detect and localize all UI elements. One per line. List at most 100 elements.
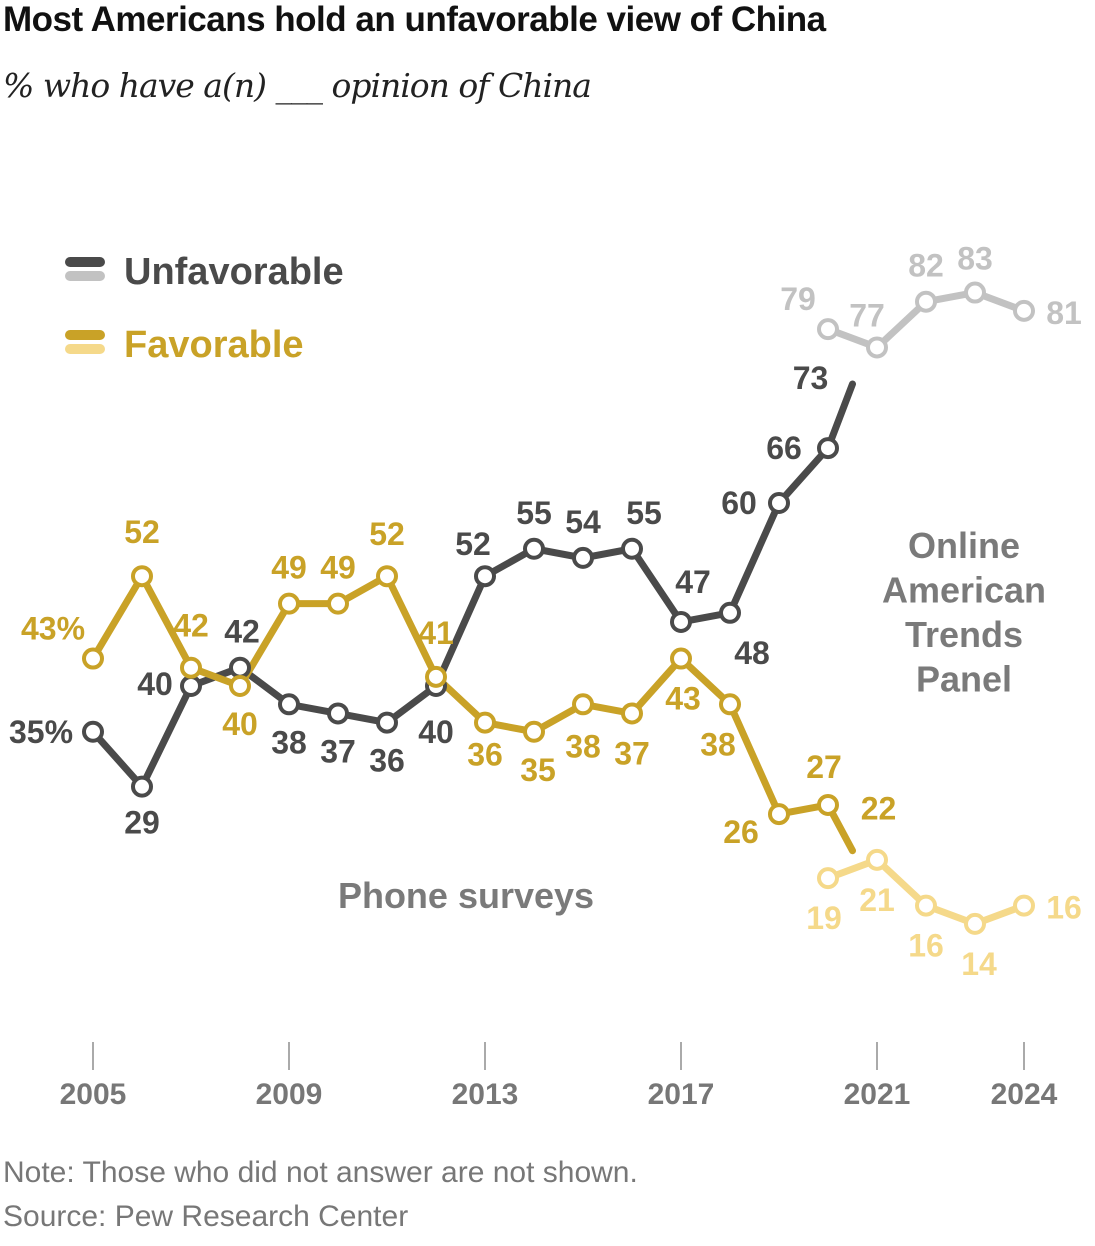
favorable-phone-point xyxy=(180,656,202,679)
x-tick-label: 2021 xyxy=(844,1078,911,1111)
chart-note: Note: Those who did not answer are not s… xyxy=(3,1156,638,1189)
unfavorable-phone-data-label: 47 xyxy=(675,564,711,600)
favorable-online-data-label: 16 xyxy=(908,928,944,964)
favorable-phone-data-label: 38 xyxy=(700,726,736,762)
favorable-phone-point xyxy=(376,565,398,588)
online-panel-annotation: American xyxy=(882,570,1046,611)
favorable-phone-data-label: 22 xyxy=(861,791,897,827)
favorable-phone-point xyxy=(229,675,251,697)
unfavorable-phone-point xyxy=(327,702,349,725)
unfavorable-phone-point xyxy=(180,675,202,697)
unfavorable-online-data-label: 79 xyxy=(780,281,816,317)
unfavorable-phone-point xyxy=(474,565,496,588)
favorable-online-point xyxy=(866,848,888,871)
favorable-online-point xyxy=(1013,894,1035,917)
favorable-phone-point xyxy=(572,693,594,716)
unfavorable-online-data-label: 82 xyxy=(908,248,944,284)
unfavorable-phone-data-label: 37 xyxy=(320,733,356,769)
x-tick-label: 2009 xyxy=(256,1078,323,1111)
favorable-phone-data-label: 26 xyxy=(723,814,759,850)
unfavorable-phone-data-label: 35% xyxy=(9,714,73,750)
unfavorable-phone-point xyxy=(376,711,398,734)
x-tick-label: 2013 xyxy=(452,1078,519,1111)
unfavorable-online-point xyxy=(915,290,937,313)
x-tick-label: 2005 xyxy=(60,1078,127,1111)
online-panel-annotation: Online xyxy=(908,525,1020,566)
favorable-phone-data-label: 27 xyxy=(806,749,842,785)
page-title: Most Americans hold an unfavorable view … xyxy=(3,0,826,39)
favorable-phone-data-label: 49 xyxy=(271,550,307,586)
unfavorable-online-point xyxy=(866,336,888,359)
series-points xyxy=(82,281,1035,935)
favorable-phone-data-label: 40 xyxy=(222,706,258,742)
favorable-phone-data-label: 38 xyxy=(565,728,601,764)
favorable-online-data-label: 16 xyxy=(1046,890,1082,926)
chart-source: Source: Pew Research Center xyxy=(3,1200,409,1233)
favorable-phone-point xyxy=(719,693,741,716)
x-tick-label: 2017 xyxy=(648,1078,715,1111)
favorable-online-point xyxy=(915,894,937,917)
favorable-phone-point xyxy=(474,711,496,734)
online-panel-annotation: Panel xyxy=(916,659,1012,700)
unfavorable-online-data-label: 81 xyxy=(1046,295,1082,331)
unfavorable-online-point xyxy=(1013,299,1035,322)
favorable-phone-point xyxy=(768,803,790,826)
x-axis: 2005 2009 2013 2017 2021 2024 xyxy=(60,1042,1058,1111)
favorable-phone-data-label: 43 xyxy=(665,681,701,717)
favorable-online-data-label: 14 xyxy=(961,946,997,982)
unfavorable-online-data-label: 83 xyxy=(957,241,993,277)
favorable-phone-data-label: 52 xyxy=(124,514,160,550)
unfavorable-phone-point xyxy=(768,492,790,514)
favorable-phone-point xyxy=(131,565,153,588)
favorable-phone-data-label: 43% xyxy=(21,611,85,647)
favorable-phone-data-label: 35 xyxy=(520,752,556,788)
favorable-online-point xyxy=(817,867,839,890)
unfavorable-phone-data-label: 55 xyxy=(516,495,552,531)
legend-entry: Favorable xyxy=(124,324,304,366)
favorable-phone-data-label: 49 xyxy=(320,550,356,586)
unfavorable-phone-data-label: 40 xyxy=(137,666,173,702)
unfavorable-phone-point xyxy=(131,775,153,798)
unfavorable-phone-data-label: 54 xyxy=(565,504,601,540)
unfavorable-phone-data-label: 38 xyxy=(271,724,307,760)
favorable-phone-point xyxy=(425,665,447,688)
unfavorable-phone-data-label: 55 xyxy=(626,495,662,531)
favorable-phone-point xyxy=(327,592,349,615)
chart-subtitle: % who have a(n) ___ opinion of China xyxy=(3,66,592,105)
favorable-online-data-label: 21 xyxy=(859,882,895,918)
favorable-phone-point xyxy=(278,592,300,615)
unfavorable-phone-data-label: 40 xyxy=(418,714,454,750)
favorable-phone-data-label: 37 xyxy=(614,735,650,771)
legend-entry: Unfavorable xyxy=(124,251,344,293)
unfavorable-phone-point xyxy=(719,601,741,624)
unfavorable-phone-point xyxy=(278,693,300,716)
favorable-phone-point xyxy=(817,793,839,816)
unfavorable-phone-point xyxy=(82,720,104,743)
unfavorable-online-data-label: 77 xyxy=(849,297,885,333)
unfavorable-phone-data-label: 52 xyxy=(455,526,491,562)
unfavorable-phone-data-label: 66 xyxy=(766,430,802,466)
unfavorable-phone-point xyxy=(670,610,692,633)
unfavorable-phone-point xyxy=(523,537,545,560)
unfavorable-phone-data-label: 42 xyxy=(224,614,260,650)
unfavorable-phone-data-label: 36 xyxy=(369,743,405,779)
unfavorable-phone-data-label: 29 xyxy=(124,805,160,841)
favorable-phone-data-label: 42 xyxy=(173,608,209,644)
unfavorable-phone-point xyxy=(817,437,839,460)
x-tick-label: 2024 xyxy=(991,1078,1058,1111)
unfavorable-phone-point xyxy=(621,537,643,560)
unfavorable-phone-data-label: 73 xyxy=(793,360,829,396)
favorable-phone-data-label: 52 xyxy=(369,516,405,552)
unfavorable-phone-data-label: 48 xyxy=(734,635,770,671)
favorable-phone-point xyxy=(82,647,104,670)
phone-surveys-annotation: Phone surveys xyxy=(338,875,594,916)
online-panel-annotation: Trends xyxy=(905,614,1023,655)
favorable-phone-point xyxy=(670,647,692,670)
favorable-phone-data-label: 36 xyxy=(467,737,503,773)
unfavorable-phone-point xyxy=(572,546,594,569)
favorable-phone-data-label: 41 xyxy=(418,615,454,651)
favorable-online-data-label: 19 xyxy=(806,900,842,936)
